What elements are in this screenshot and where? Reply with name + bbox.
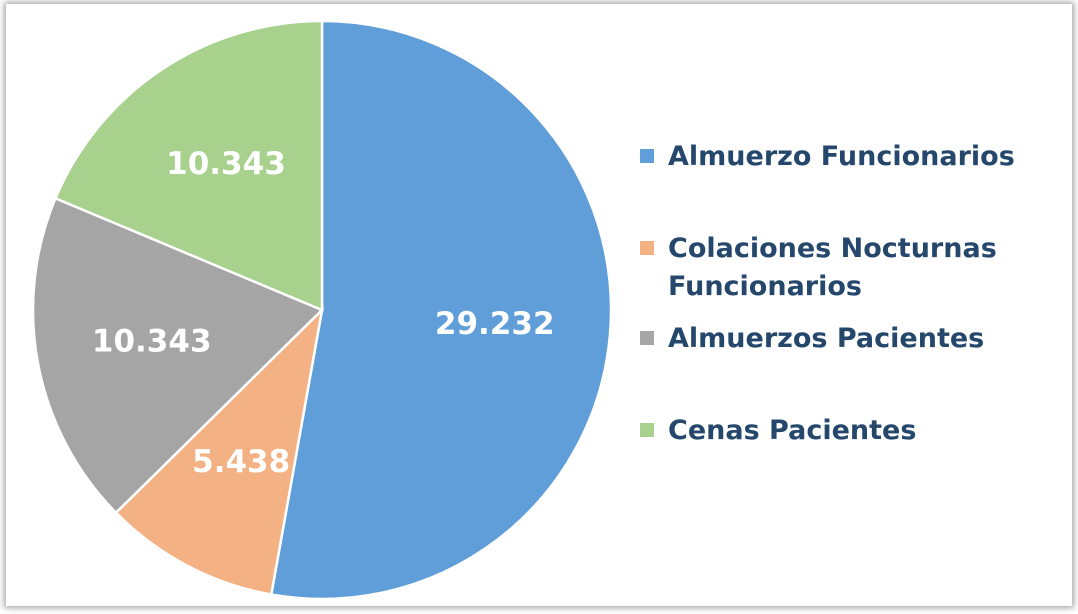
legend-label: Colaciones Nocturnas Funcionarios: [668, 233, 997, 302]
data-label: 5.438: [192, 444, 290, 480]
pie-slice: [53, 19, 324, 312]
legend-swatch: [640, 149, 654, 163]
pie-slice: [269, 19, 613, 601]
legend-swatch: [640, 241, 654, 255]
legend-item: Colaciones Nocturnas Funcionarios: [640, 230, 1060, 306]
legend-item: Almuerzos Pacientes: [640, 320, 1060, 358]
legend-swatch: [640, 331, 654, 345]
legend-swatch: [640, 423, 654, 437]
legend-item: Almuerzo Funcionarios: [640, 138, 1060, 176]
legend-label: Almuerzos Pacientes: [668, 323, 985, 354]
pie-slice: [114, 306, 324, 596]
legend-item: Cenas Pacientes: [640, 412, 1060, 450]
legend-label: Cenas Pacientes: [668, 415, 917, 446]
pie-slice: [31, 196, 325, 515]
legend-label: Almuerzo Funcionarios: [668, 141, 1015, 172]
data-label: 10.343: [166, 146, 286, 182]
data-label: 29.232: [435, 306, 555, 342]
data-label: 10.343: [92, 323, 212, 359]
